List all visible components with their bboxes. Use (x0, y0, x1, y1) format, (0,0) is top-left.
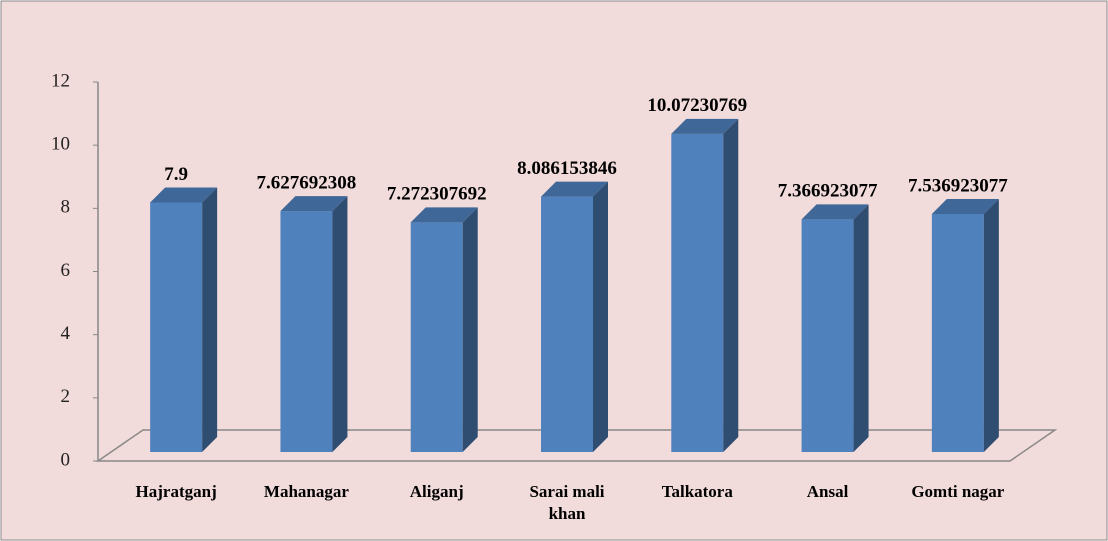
bar-side (593, 181, 608, 452)
y-tick-label: 0 (61, 449, 71, 470)
y-tick-label: 6 (61, 260, 71, 281)
x-tick-label: Mahanagar (264, 482, 349, 501)
x-tick-label: Sarai mali khan (529, 482, 604, 523)
bar-front (150, 202, 203, 452)
bar-side (332, 196, 348, 452)
y-tick-label: 2 (61, 386, 71, 407)
bar-top (931, 198, 999, 214)
bar-side (853, 204, 869, 452)
bar-top (801, 204, 869, 220)
x-tick-label: Aliganj (410, 482, 464, 501)
data-label: 7.536923077 (908, 175, 1008, 196)
bar-side (723, 118, 739, 453)
bar (671, 118, 739, 453)
x-tick-label: Hajratganj (136, 482, 217, 501)
data-label: 8.086153846 (517, 158, 617, 179)
y-tick-label: 8 (61, 197, 71, 218)
bar-front (671, 133, 724, 453)
bar (150, 187, 218, 452)
bar-front (410, 222, 463, 452)
bar (280, 196, 348, 452)
bar-side (983, 198, 999, 452)
bar (541, 181, 608, 452)
bar-front (280, 211, 333, 452)
data-label: 7.627692308 (257, 172, 357, 193)
bar-top (671, 118, 739, 134)
bar (801, 204, 869, 452)
x-tick-label: Ansal (807, 482, 849, 501)
y-tick-label: 10 (51, 134, 70, 155)
floor (95, 429, 1058, 462)
bar-side (462, 207, 478, 452)
data-label: 10.07230769 (647, 95, 747, 116)
bar-side (202, 187, 218, 452)
bar-front (931, 213, 984, 452)
data-label: 7.272307692 (387, 184, 487, 205)
bar-top (410, 207, 478, 223)
x-tick-label: Talkatora (662, 482, 734, 501)
y-tick-label: 4 (61, 323, 71, 344)
data-label: 7.366923077 (778, 181, 878, 202)
bar (410, 207, 478, 452)
bar-top (280, 196, 348, 212)
bar-top (541, 181, 608, 197)
bar-top (150, 187, 218, 203)
bar (931, 198, 999, 452)
bar-front (801, 219, 854, 452)
x-tick-label: Gomti nagar (911, 482, 1004, 501)
y-tick-label: 12 (51, 70, 70, 91)
bar-front (541, 196, 593, 452)
data-label: 7.9 (164, 164, 188, 185)
